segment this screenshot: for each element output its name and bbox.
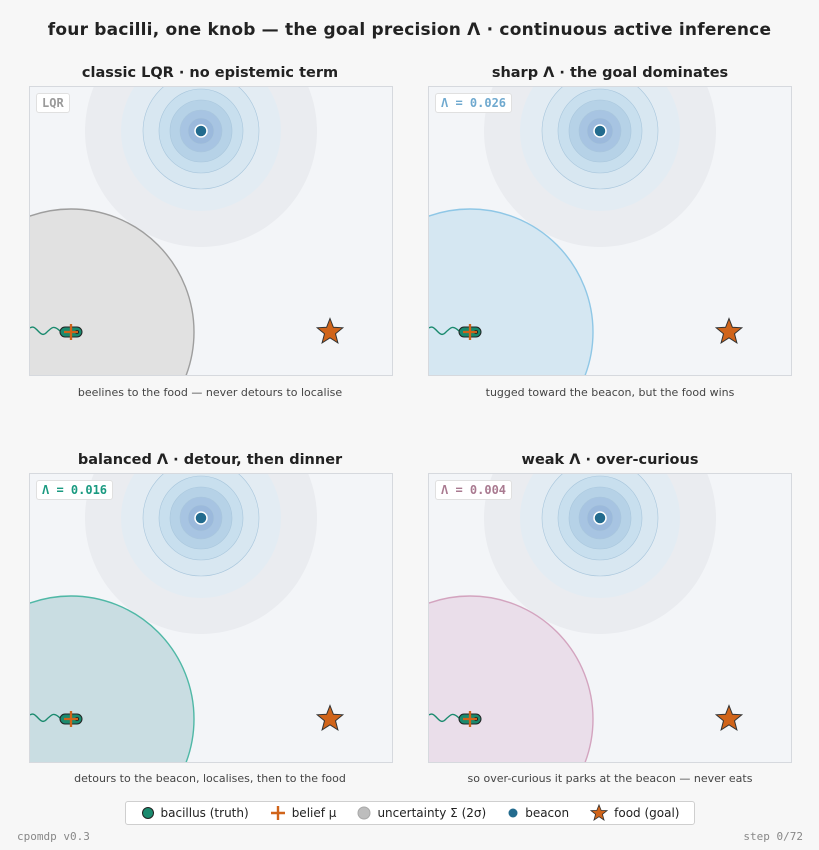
- badge-sharp: Λ = 0.026: [435, 93, 513, 113]
- star-icon: [590, 804, 609, 821]
- figure-title: four bacilli, one knob — the goal precis…: [47, 20, 772, 40]
- food-star: [315, 317, 345, 345]
- legend-label-bacillus: bacillus (truth): [160, 806, 249, 820]
- legend-item-uncertainty: uncertainty Σ (2σ): [357, 806, 486, 820]
- scene-lqr: [30, 87, 345, 375]
- scene-weak: [429, 474, 744, 762]
- legend-item-beacon: beacon: [507, 806, 569, 820]
- beacon-icon: [508, 808, 518, 818]
- legend-label-beacon: beacon: [525, 806, 570, 820]
- belief-cross: [463, 711, 477, 727]
- panel-weak: Λ = 0.004: [428, 473, 792, 763]
- legend-item-belief: belief μ: [270, 805, 337, 821]
- scene-balanced: [30, 474, 345, 762]
- legend-item-bacillus: bacillus (truth): [141, 806, 249, 820]
- uncertainty-circle-icon: [357, 806, 371, 820]
- version-label: cpomdp v0.3: [17, 830, 90, 843]
- belief-cross: [463, 324, 477, 340]
- bacillus-trail: [30, 713, 61, 723]
- food-star: [315, 704, 345, 732]
- legend-label-uncertainty: uncertainty Σ (2σ): [377, 806, 487, 820]
- food-star: [714, 317, 744, 345]
- scene-sharp: [429, 87, 744, 375]
- belief-cross: [64, 324, 78, 340]
- caption-sharp: tugged toward the beacon, but the food w…: [485, 386, 735, 399]
- beacon-marker: [593, 124, 607, 138]
- bacillus-trail: [30, 326, 61, 336]
- panel-lqr: LQR: [29, 86, 393, 376]
- panel-balanced: Λ = 0.016: [29, 473, 393, 763]
- beacon-marker: [593, 511, 607, 525]
- panel-title-balanced: balanced Λ · detour, then dinner: [77, 452, 343, 468]
- bacillus-icon: [141, 807, 154, 819]
- step-counter: step 0/72: [743, 830, 803, 843]
- bacillus-trail: [429, 713, 460, 723]
- bacillus-trail: [429, 326, 460, 336]
- panel-title-weak: weak Λ · over-curious: [521, 452, 699, 468]
- legend: bacillus (truth) belief μ uncertainty Σ …: [125, 801, 695, 825]
- belief-cross: [64, 711, 78, 727]
- panel-sharp: Λ = 0.026: [428, 86, 792, 376]
- caption-weak: so over-curious it parks at the beacon —…: [467, 772, 753, 785]
- panel-title-lqr: classic LQR · no epistemic term: [81, 65, 339, 81]
- panel-title-sharp: sharp Λ · the goal dominates: [491, 65, 729, 81]
- caption-balanced: detours to the beacon, localises, then t…: [74, 772, 346, 785]
- legend-label-food: food (goal): [614, 806, 680, 820]
- badge-weak: Λ = 0.004: [435, 480, 513, 500]
- caption-lqr: beelines to the food — never detours to …: [77, 386, 343, 399]
- beacon-marker: [194, 124, 208, 138]
- badge-lqr: LQR: [36, 93, 70, 113]
- belief-cross-icon: [270, 806, 285, 820]
- legend-item-food: food (goal): [590, 804, 679, 822]
- badge-balanced: Λ = 0.016: [36, 480, 114, 500]
- legend-label-belief: belief μ: [291, 806, 337, 820]
- beacon-marker: [194, 511, 208, 525]
- food-star: [714, 704, 744, 732]
